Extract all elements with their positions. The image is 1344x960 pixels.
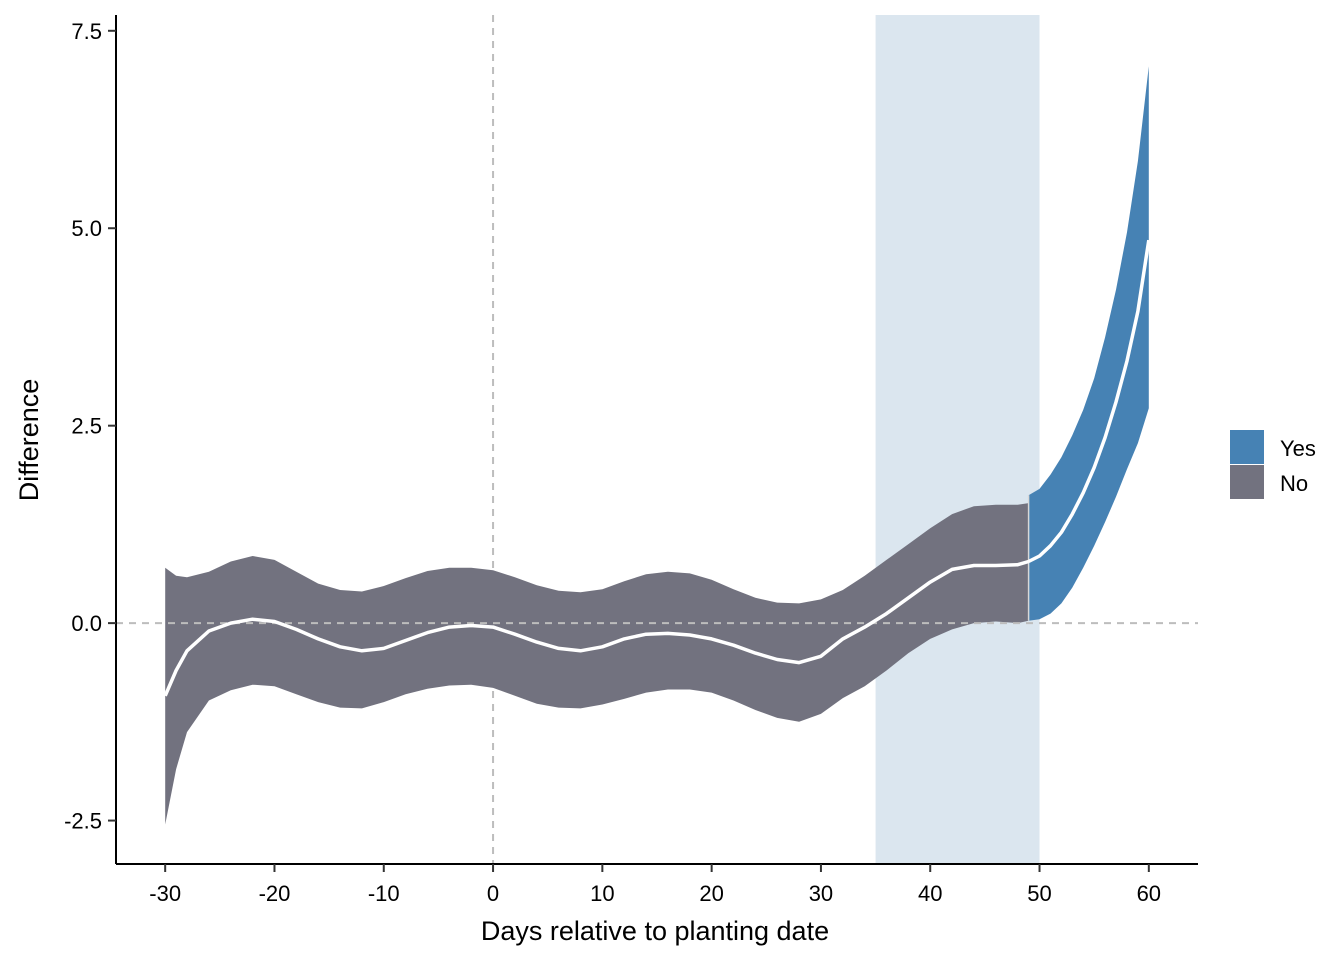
legend-label-yes: Yes (1280, 436, 1316, 461)
x-tick-label: 0 (487, 881, 499, 906)
legend-swatch-yes (1230, 430, 1264, 464)
legend-label-no: No (1280, 471, 1308, 496)
x-tick-label: 20 (699, 881, 723, 906)
x-tick-label: 30 (809, 881, 833, 906)
y-tick-label: 5.0 (71, 216, 102, 241)
y-tick-label: 2.5 (71, 414, 102, 439)
y-axis-title: Difference (14, 379, 44, 502)
x-tick-label: -20 (259, 881, 291, 906)
x-tick-label: -10 (368, 881, 400, 906)
fit-line-yes (1027, 239, 1151, 564)
confidence-ribbon-yes (1028, 66, 1149, 621)
axes: -30 -20 -10 0 10 20 30 40 50 60 -2.5 0.0 2.5 5.0 7.5 (64, 15, 1198, 906)
y-tick-label: -2.5 (64, 809, 102, 834)
x-tick-label: 10 (590, 881, 614, 906)
x-tick-label: 50 (1027, 881, 1051, 906)
highlight-band (875, 15, 1040, 864)
x-tick-label: 60 (1137, 881, 1161, 906)
y-tick-label: 7.5 (71, 19, 102, 44)
x-tick-label: -30 (149, 881, 181, 906)
plot-area (116, 15, 1198, 864)
y-tick-label: 0.0 (71, 611, 102, 636)
x-axis-title: Days relative to planting date (481, 916, 829, 946)
confidence-ribbon-no (165, 503, 1029, 825)
legend: Yes No (1230, 430, 1316, 499)
fit-line-no (163, 559, 1030, 697)
x-tick-label: 40 (918, 881, 942, 906)
legend-swatch-no (1230, 465, 1264, 499)
